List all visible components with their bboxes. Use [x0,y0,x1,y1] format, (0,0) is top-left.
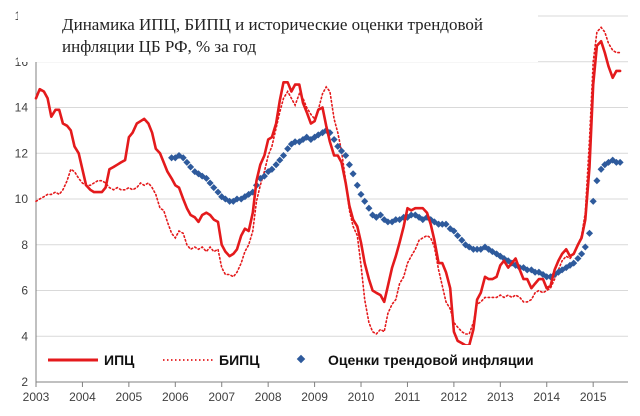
trend-marker [585,229,594,237]
x-tick-labels: 2003 2004 2005 2006 2007 2008 2009 2010 2011 2012… [23,382,607,404]
trend-marker [268,165,276,173]
axes [35,16,628,383]
trend-marker [531,268,539,276]
trend-marker [589,197,597,205]
trend-marker [276,156,284,164]
trend-marker [581,243,589,251]
trend-marker [578,250,586,258]
y-tick-labels: 24681012141618 [15,9,29,389]
trend-marker [187,163,195,171]
trend-marker [183,158,191,166]
trend-marker [345,161,353,169]
trend-marker [349,170,357,178]
legend-label-cpi: ИПЦ [104,352,135,368]
x-tick-label: 2014 [533,390,560,404]
legend-background [38,345,590,375]
y-tick-label: 8 [21,238,28,252]
trend-marker [361,197,369,205]
trend-marker [570,259,578,267]
trend-marker [612,158,620,166]
x-tick-label: 2009 [301,390,328,404]
series-line-cpi [34,39,622,347]
trend-marker [202,174,210,182]
legend-label-core-cpi: БИПЦ [219,352,260,368]
trend-marker [384,218,392,226]
trend-marker [435,220,443,228]
trend-marker [523,266,531,274]
trend-marker [214,188,222,196]
x-tick-label: 2007 [208,390,235,404]
trend-marker [334,142,342,150]
y-tick-label: 12 [15,146,29,160]
trend-marker [407,211,415,219]
trend-marker [473,245,481,253]
series-group [34,26,624,347]
trend-marker [438,220,446,228]
x-tick-label: 2012 [441,390,468,404]
trend-marker [226,197,234,205]
trend-marker [233,195,241,203]
y-tick-label: 4 [21,329,28,343]
x-tick-label: 2010 [348,390,375,404]
trend-marker [616,158,624,166]
trend-marker [330,135,338,144]
x-tick-label: 2013 [487,390,514,404]
trend-marker [454,232,462,240]
trend-marker [342,151,350,160]
trend-marker [272,161,280,169]
series-line-core-cpi [35,26,621,336]
x-tick-label: 2005 [116,390,143,404]
trend-marker [353,181,361,189]
legend-marker-trend [296,354,306,364]
trend-marker [179,154,187,162]
trend-marker [469,245,477,253]
trend-marker [260,172,268,180]
x-tick-label: 2008 [255,390,282,404]
x-tick-label: 2006 [162,390,189,404]
chart-title-line-1: Динамика ИПЦ, БИПЦ и исторические оценки… [62,15,483,34]
trend-marker [593,177,601,185]
y-tick-label: 2 [21,375,28,389]
y-tick-label: 10 [15,192,29,206]
trend-marker [357,190,365,198]
trend-marker [597,165,605,173]
trend-marker [458,236,466,244]
x-tick-label: 2004 [69,390,96,404]
y-tick-label: 14 [15,101,29,115]
trend-marker [291,138,299,146]
trend-marker [365,204,373,212]
chart-title-line-2: инфляции ЦБ РФ, % за год [62,37,256,56]
trend-marker [337,147,346,155]
title-background [18,6,538,62]
x-tick-label: 2015 [580,390,607,404]
legend: ИПЦ БИПЦ Оценки трендовой инфляции [38,345,590,375]
trend-marker [168,154,176,162]
trend-marker [450,227,458,235]
trend-marker [206,179,214,187]
trend-marker [376,211,385,219]
trend-marker [392,216,400,224]
trend-marker [442,220,450,228]
legend-label-trend: Оценки трендовой инфляции [328,352,534,368]
y-tick-label: 6 [21,284,28,298]
trend-marker [543,273,551,281]
trend-marker [210,184,218,192]
trend-marker [284,145,292,153]
x-tick-label: 2003 [23,390,50,404]
trend-marker [279,151,288,160]
trend-marker [574,254,582,263]
gridlines [36,15,628,337]
x-tick-label: 2011 [395,390,421,404]
